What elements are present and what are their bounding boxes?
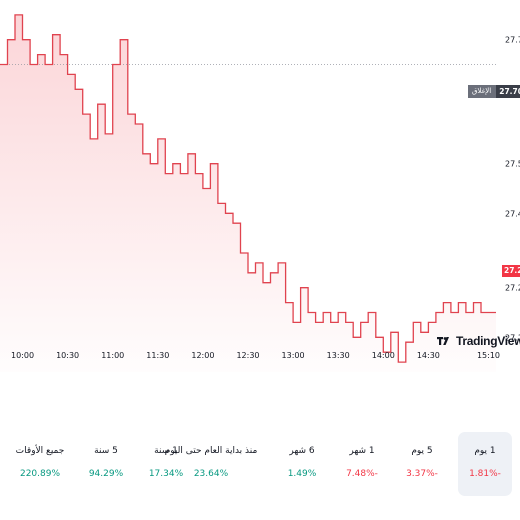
price-area-fill xyxy=(0,14,496,373)
period-label: جميع الأوقات xyxy=(15,446,65,456)
x-tick-label: 14:00 xyxy=(372,351,395,360)
price-line xyxy=(0,14,496,363)
period-label: 5 سنة xyxy=(94,446,118,456)
period-change: 94.29% xyxy=(88,469,124,479)
x-tick-label: 12:00 xyxy=(191,351,214,360)
x-tick-label: 11:30 xyxy=(146,351,169,360)
tradingview-watermark[interactable]: TradingView xyxy=(437,334,520,348)
period-label: 5 يوم xyxy=(411,446,433,456)
price-chart[interactable]: 27.7527.6527.5027.4027.2527.1510:0010:30… xyxy=(0,0,520,380)
y-tick-label: 27.25 xyxy=(505,284,520,293)
period-change: 17.34% xyxy=(148,469,184,479)
y-tick-label: 27.40 xyxy=(505,209,520,218)
x-tick-label: 13:00 xyxy=(282,351,305,360)
period-change: 23.64% xyxy=(193,469,229,479)
period-label: 1 يوم xyxy=(474,446,496,456)
period-5[interactable]: منذ بداية العام حتى اليوم 23.64% xyxy=(156,432,266,496)
period-3[interactable]: 1 شهر -7.48% xyxy=(332,432,392,496)
price-chart-svg: 27.7527.6527.5027.4027.2527.1510:0010:30… xyxy=(0,14,520,373)
period-label: 6 شهر xyxy=(289,446,315,456)
tradingview-wordmark: TradingView xyxy=(456,334,520,348)
performance-periods: 1 يوم -1.81% 5 يوم -3.37% 1 شهر -7.48% 6 شهر 1.… xyxy=(0,432,520,496)
x-tick-label: 15:10 xyxy=(477,351,500,360)
period-label: 1 سنة xyxy=(154,446,178,456)
last-price-tag: 27.20 xyxy=(502,265,520,277)
period-change: 220.89% xyxy=(19,469,61,479)
period-label: منذ بداية العام حتى اليوم xyxy=(164,446,258,456)
period-7[interactable]: 5 سنة 94.29% xyxy=(76,432,136,496)
period-1[interactable]: 1 يوم -1.81% xyxy=(458,432,512,496)
x-tick-label: 13:30 xyxy=(327,351,350,360)
x-tick-label: 10:30 xyxy=(56,351,79,360)
previous-close-tag: الإغلاق السابق 27.70 xyxy=(468,85,520,108)
x-tick-label: 10:00 xyxy=(11,351,34,360)
y-tick-label: 27.50 xyxy=(505,160,520,169)
period-4[interactable]: 6 شهر 1.49% xyxy=(272,432,332,496)
period-change: -7.48% xyxy=(346,469,378,479)
y-tick-label: 27.75 xyxy=(505,36,520,45)
previous-close-value: 27.70 xyxy=(496,85,520,98)
x-tick-label: 14:30 xyxy=(417,351,440,360)
x-tick-label: 12:30 xyxy=(236,351,259,360)
period-change: -3.37% xyxy=(406,469,438,479)
period-change: 1.49% xyxy=(287,469,317,479)
period-change: -1.81% xyxy=(469,469,501,479)
y-tick-label: 27.15 xyxy=(505,333,520,342)
period-2[interactable]: 5 يوم -3.37% xyxy=(392,432,452,496)
previous-close-label: الإغلاق السابق xyxy=(468,85,497,108)
x-tick-label: 11:00 xyxy=(101,351,124,360)
period-label: 1 شهر xyxy=(349,446,375,456)
period-6[interactable]: 1 سنة 17.34% xyxy=(136,432,196,496)
period-8[interactable]: جميع الأوقات 220.89% xyxy=(6,432,74,496)
tradingview-logo-icon xyxy=(437,337,449,345)
